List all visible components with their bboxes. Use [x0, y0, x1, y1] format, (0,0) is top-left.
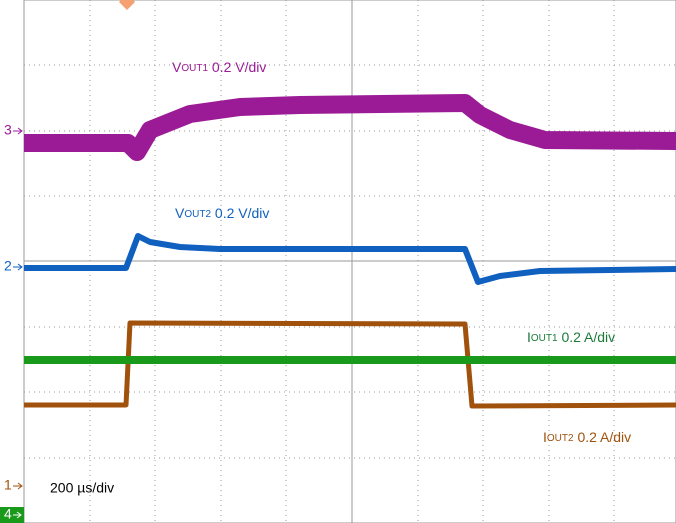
ch2-marker: 2: [4, 258, 23, 274]
iout2-label: IOUT2 0.2 A/div: [543, 429, 631, 445]
svg-text:1: 1: [4, 477, 12, 493]
graticule: [23, 0, 676, 523]
ch1-marker: 1: [4, 477, 23, 493]
vout2-label: VOUT2 0.2 V/div: [175, 205, 269, 221]
svg-text:2: 2: [4, 258, 12, 274]
vout1-label: VOUT1 0.2 V/div: [172, 59, 266, 75]
vout2-trace: [24, 233, 676, 285]
ch3-marker: 3: [4, 122, 23, 138]
svg-text:4: 4: [4, 506, 12, 522]
trigger-marker: [119, 0, 135, 10]
iout1-label: IOUT1 0.2 A/div: [527, 329, 615, 345]
ch4-marker: 4: [0, 506, 24, 523]
timebase: 200 µs/div: [50, 480, 114, 496]
iout2-trace: [24, 320, 676, 409]
vout1-trace: [24, 94, 676, 161]
svg-text:3: 3: [4, 122, 12, 138]
